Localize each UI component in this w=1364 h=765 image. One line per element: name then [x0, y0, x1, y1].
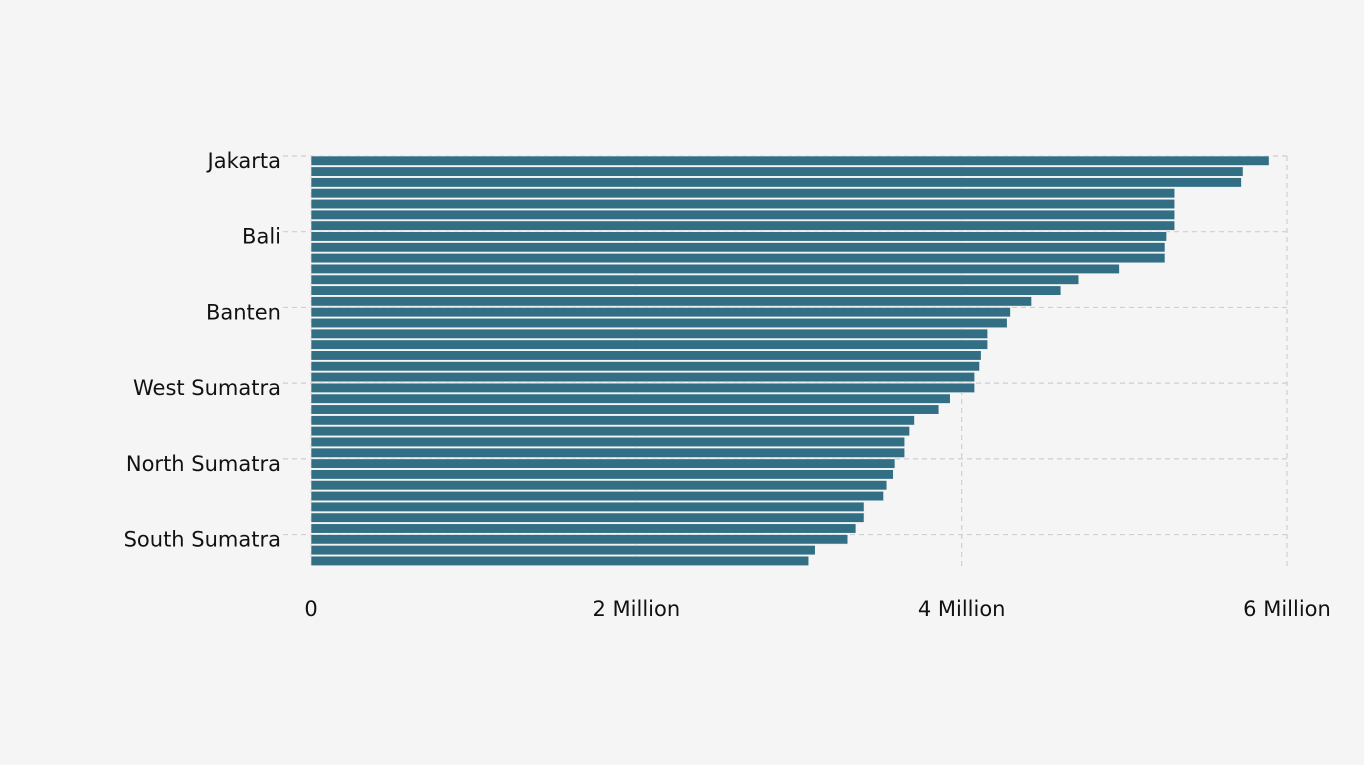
bar-19 [310, 361, 980, 372]
x-tick-label: 0 [304, 597, 317, 621]
bar-26 [310, 436, 906, 448]
bar-34 [310, 523, 857, 534]
bar-4 [310, 198, 1176, 210]
bar-33 [310, 512, 865, 523]
bar-2 [310, 177, 1242, 188]
bar-8 [310, 242, 1166, 253]
x-tick-label: 4 Million [918, 597, 1006, 621]
y-tick-label: West Sumatra [133, 376, 281, 400]
y-axis-labels: Jakarta Bali Banten West Sumatra North Sumat… [124, 149, 281, 552]
bar-0 [310, 155, 1270, 166]
bar-35 [310, 534, 849, 545]
bar-21 [310, 382, 975, 393]
bar-25 [310, 426, 910, 437]
bar-29 [310, 469, 894, 480]
bar-17 [310, 339, 988, 350]
y-tick-label: Bali [242, 225, 281, 249]
bar-15 [310, 317, 1008, 329]
bar-3 [310, 188, 1176, 199]
bar-18 [310, 350, 982, 361]
bar-9 [310, 253, 1166, 264]
x-tick-label: 6 Million [1243, 597, 1331, 621]
bar-32 [310, 501, 865, 512]
bar-5 [310, 209, 1176, 220]
bar-30 [310, 480, 888, 491]
bar-12 [310, 285, 1062, 296]
bar-23 [310, 404, 940, 415]
bar-24 [310, 415, 915, 426]
x-tick-label: 2 Million [593, 597, 681, 621]
bar-14 [310, 307, 1011, 318]
bar-7 [310, 231, 1167, 242]
bar-6 [310, 220, 1176, 231]
bar-36 [310, 545, 816, 556]
bar-20 [310, 372, 975, 383]
y-tick-label: South Sumatra [124, 528, 281, 552]
bar-28 [310, 458, 896, 469]
y-tick-label: Jakarta [206, 149, 281, 173]
y-tick-label: North Sumatra [126, 452, 281, 476]
bar-22 [310, 393, 951, 404]
bar-11 [310, 274, 1080, 285]
bar-10 [310, 263, 1120, 274]
y-tick-label: Banten [206, 300, 281, 324]
bar-13 [310, 296, 1032, 307]
bar-1 [310, 166, 1244, 177]
bar-37 [310, 555, 810, 566]
bar-31 [310, 490, 884, 502]
bar-16 [310, 328, 988, 339]
x-axis-labels: 0 2 Million 4 Million 6 Million [304, 597, 1331, 621]
bars [310, 155, 1270, 566]
bar-27 [310, 447, 906, 458]
